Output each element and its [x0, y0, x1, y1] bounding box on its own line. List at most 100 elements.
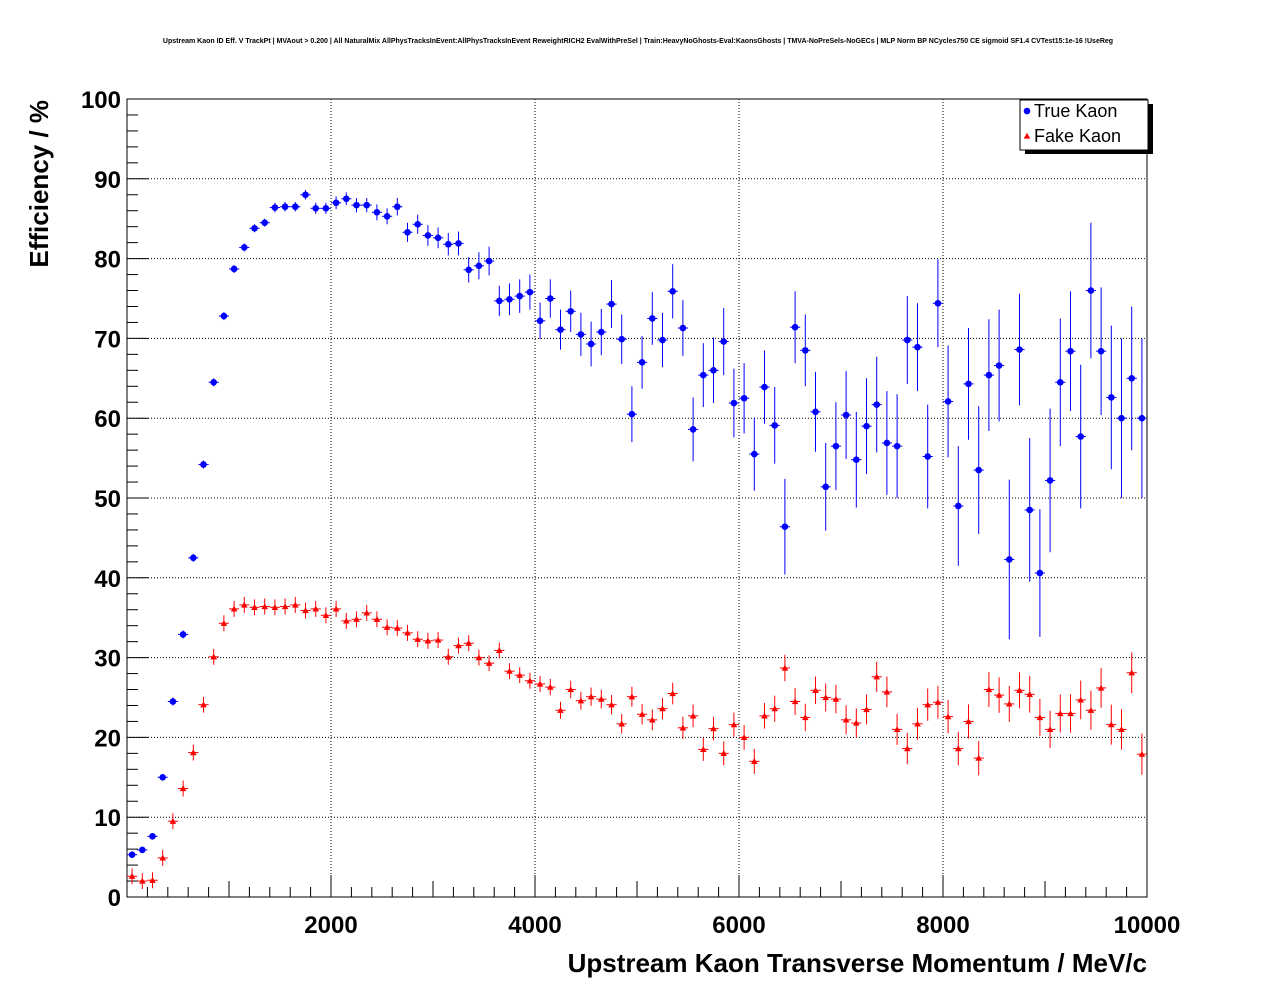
y-axis-title: Efficiency / %	[24, 100, 54, 268]
data-point	[853, 719, 860, 726]
data-point	[700, 746, 707, 753]
data-point	[547, 683, 554, 690]
data-point	[669, 690, 676, 697]
data-point	[679, 324, 687, 332]
data-point	[332, 605, 340, 612]
legend-marker-icon	[1023, 107, 1031, 115]
data-point	[1087, 706, 1095, 713]
x-tick-label: 8000	[916, 912, 969, 939]
data-point	[914, 720, 921, 727]
data-point	[608, 300, 615, 308]
data-point	[261, 219, 269, 226]
data-point	[159, 774, 166, 781]
data-point	[363, 201, 371, 209]
data-point	[618, 720, 625, 727]
data-point	[343, 617, 350, 624]
data-point	[139, 846, 146, 854]
data-point	[1046, 477, 1054, 484]
data-point	[169, 698, 177, 705]
data-point	[1026, 691, 1033, 697]
data-point	[475, 654, 483, 661]
data-point	[1006, 556, 1013, 563]
data-point	[1128, 669, 1135, 676]
data-point	[230, 605, 238, 612]
data-point	[832, 695, 840, 702]
data-point	[598, 328, 605, 336]
data-point	[1026, 506, 1033, 514]
data-point	[363, 609, 370, 616]
legend-entry: True Kaon	[1023, 101, 1117, 121]
data-point	[414, 635, 421, 642]
data-point	[312, 605, 319, 612]
data-point	[730, 399, 738, 407]
data-point	[200, 461, 207, 468]
data-point	[924, 701, 931, 708]
data-point	[190, 554, 197, 562]
data-point	[445, 653, 452, 660]
data-point	[536, 317, 544, 325]
data-point	[618, 335, 625, 343]
data-point	[516, 671, 523, 678]
y-tick-label: 80	[94, 247, 121, 274]
legend-entry: Fake Kaon	[1023, 126, 1121, 146]
data-point	[1128, 375, 1135, 382]
x-tick-label: 10000	[1114, 912, 1181, 939]
data-point	[842, 411, 850, 419]
data-point	[944, 713, 952, 720]
data-point	[587, 693, 595, 700]
data-point	[649, 716, 656, 723]
data-point	[302, 607, 309, 614]
data-point	[322, 612, 330, 618]
data-point	[353, 615, 360, 622]
data-point	[904, 745, 911, 752]
data-point	[210, 653, 217, 660]
data-point	[1016, 687, 1023, 693]
data-point	[485, 659, 493, 666]
data-point	[1036, 569, 1044, 577]
data-point	[281, 203, 289, 211]
data-point	[1097, 684, 1105, 691]
data-point	[577, 697, 585, 704]
data-point	[649, 315, 656, 322]
legend-label: True Kaon	[1034, 101, 1117, 121]
y-tick-label: 60	[94, 406, 121, 433]
data-point	[271, 204, 279, 211]
data-point	[883, 688, 891, 695]
data-point	[587, 340, 595, 348]
data-point	[567, 686, 574, 693]
y-tick-label: 90	[94, 167, 121, 194]
data-point	[1097, 347, 1105, 355]
data-point	[332, 199, 340, 207]
data-point	[802, 347, 809, 354]
y-tick-label: 70	[94, 326, 121, 353]
data-point	[832, 442, 840, 450]
data-point	[343, 195, 350, 203]
data-point	[465, 266, 473, 274]
data-point	[1077, 696, 1084, 703]
data-point	[394, 624, 401, 631]
data-point	[669, 288, 676, 295]
y-tick-label: 0	[108, 885, 121, 912]
y-tick-label: 40	[94, 566, 121, 593]
data-point	[965, 718, 972, 725]
grid-lines	[127, 98, 1148, 898]
legend-label: Fake Kaon	[1034, 126, 1121, 146]
data-point	[465, 639, 472, 646]
data-point	[1087, 287, 1095, 294]
data-point	[292, 601, 299, 608]
y-tick-label: 100	[81, 87, 121, 114]
data-point	[1057, 378, 1064, 386]
data-point	[128, 872, 136, 879]
data-point	[281, 603, 289, 610]
y-tick-labels: 0 10 20 30 40 50 60 70 80 90 100	[81, 87, 121, 912]
data-point	[251, 604, 258, 610]
data-point	[1036, 714, 1044, 721]
data-point	[1067, 347, 1074, 355]
data-point	[455, 240, 462, 247]
data-point	[312, 205, 320, 212]
data-point	[1046, 726, 1054, 733]
data-point	[445, 240, 452, 248]
y-tick-label: 20	[94, 725, 121, 752]
data-point	[1108, 394, 1115, 401]
